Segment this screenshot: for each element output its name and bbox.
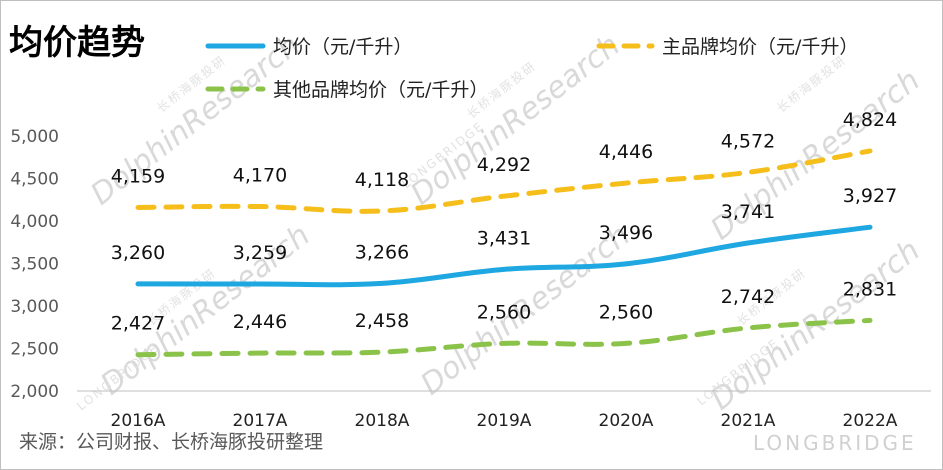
data-label: 4,118 [355,169,409,191]
y-tick-label: 4,500 [10,170,59,190]
data-label: 2,458 [355,310,409,332]
y-tick-label: 4,000 [10,212,59,232]
series-line-main-brand-price [135,148,873,214]
legend-label: 主品牌均价（元/千升） [662,36,858,58]
x-tick-label: 2022A [843,411,898,431]
data-label: 2,427 [111,313,165,335]
watermark-sub-text-en: LONGBRIDGE [74,341,162,414]
data-label: 4,159 [111,165,165,187]
legend-item-avg-price: 均价（元/千升） [205,36,412,58]
legend-item-other-brand-price: 其他品牌均价（元/千升） [205,79,488,101]
data-label: 2,831 [843,278,897,300]
x-tick-label: 2019A [477,411,532,431]
series-line-other-brand-price [135,317,873,358]
data-label: 2,560 [477,301,531,323]
data-label: 2,446 [233,311,287,333]
x-tick-label: 2020A [599,411,654,431]
x-tick-label: 2016A [111,411,166,431]
data-label: 4,446 [599,141,653,163]
y-tick-label: 2,000 [10,382,59,402]
data-label: 3,259 [233,242,287,264]
data-label: 3,266 [355,241,409,263]
legend-label: 其他品牌均价（元/千升） [273,79,488,101]
data-label: 3,927 [843,185,897,207]
series-line-avg-price [135,224,873,288]
data-label: 4,170 [233,165,287,187]
y-tick-label: 5,000 [10,127,59,147]
data-label: 3,741 [721,201,775,223]
y-tick-label: 3,500 [10,255,59,275]
series-layer [135,148,873,358]
y-axis: 2,000 2,500 3,000 3,500 4,000 4,500 5,000 [10,127,59,402]
legend-item-main-brand-price: 主品牌均价（元/千升） [596,36,858,58]
brand-logo-text: LONGBRIDGE [753,431,917,455]
data-label: 3,260 [111,242,165,264]
data-label: 4,572 [721,130,775,152]
y-tick-label: 3,000 [10,297,59,317]
legend: 均价（元/千升） 主品牌均价（元/千升） 其他品牌均价（元/千升） [205,36,858,101]
source-note: 来源：公司财报、长桥海豚投研整理 [19,431,323,453]
x-tick-label: 2021A [721,411,776,431]
x-tick-label: 2018A [355,411,410,431]
data-label: 3,431 [477,227,531,249]
y-tick-label: 2,500 [10,340,59,360]
x-axis: 2016A 2017A 2018A 2019A 2020A 2021A 2022A [77,390,931,431]
data-label: 3,496 [599,222,653,244]
chart-title: 均价趋势 [9,23,145,63]
legend-label: 均价（元/千升） [273,36,412,58]
x-tick-label: 2017A [233,411,288,431]
data-label: 4,824 [843,109,897,131]
watermark: DolphinResearch DolphinResearch DolphinR… [74,28,926,417]
data-label: 4,292 [477,154,531,176]
data-labels: 3,260 3,259 3,266 3,431 3,496 3,741 3,927 4,159… [111,109,897,335]
data-label: 2,742 [721,286,775,308]
watermark-sub-text: 长桥海豚投研 [774,52,849,116]
data-label: 2,560 [599,301,653,323]
